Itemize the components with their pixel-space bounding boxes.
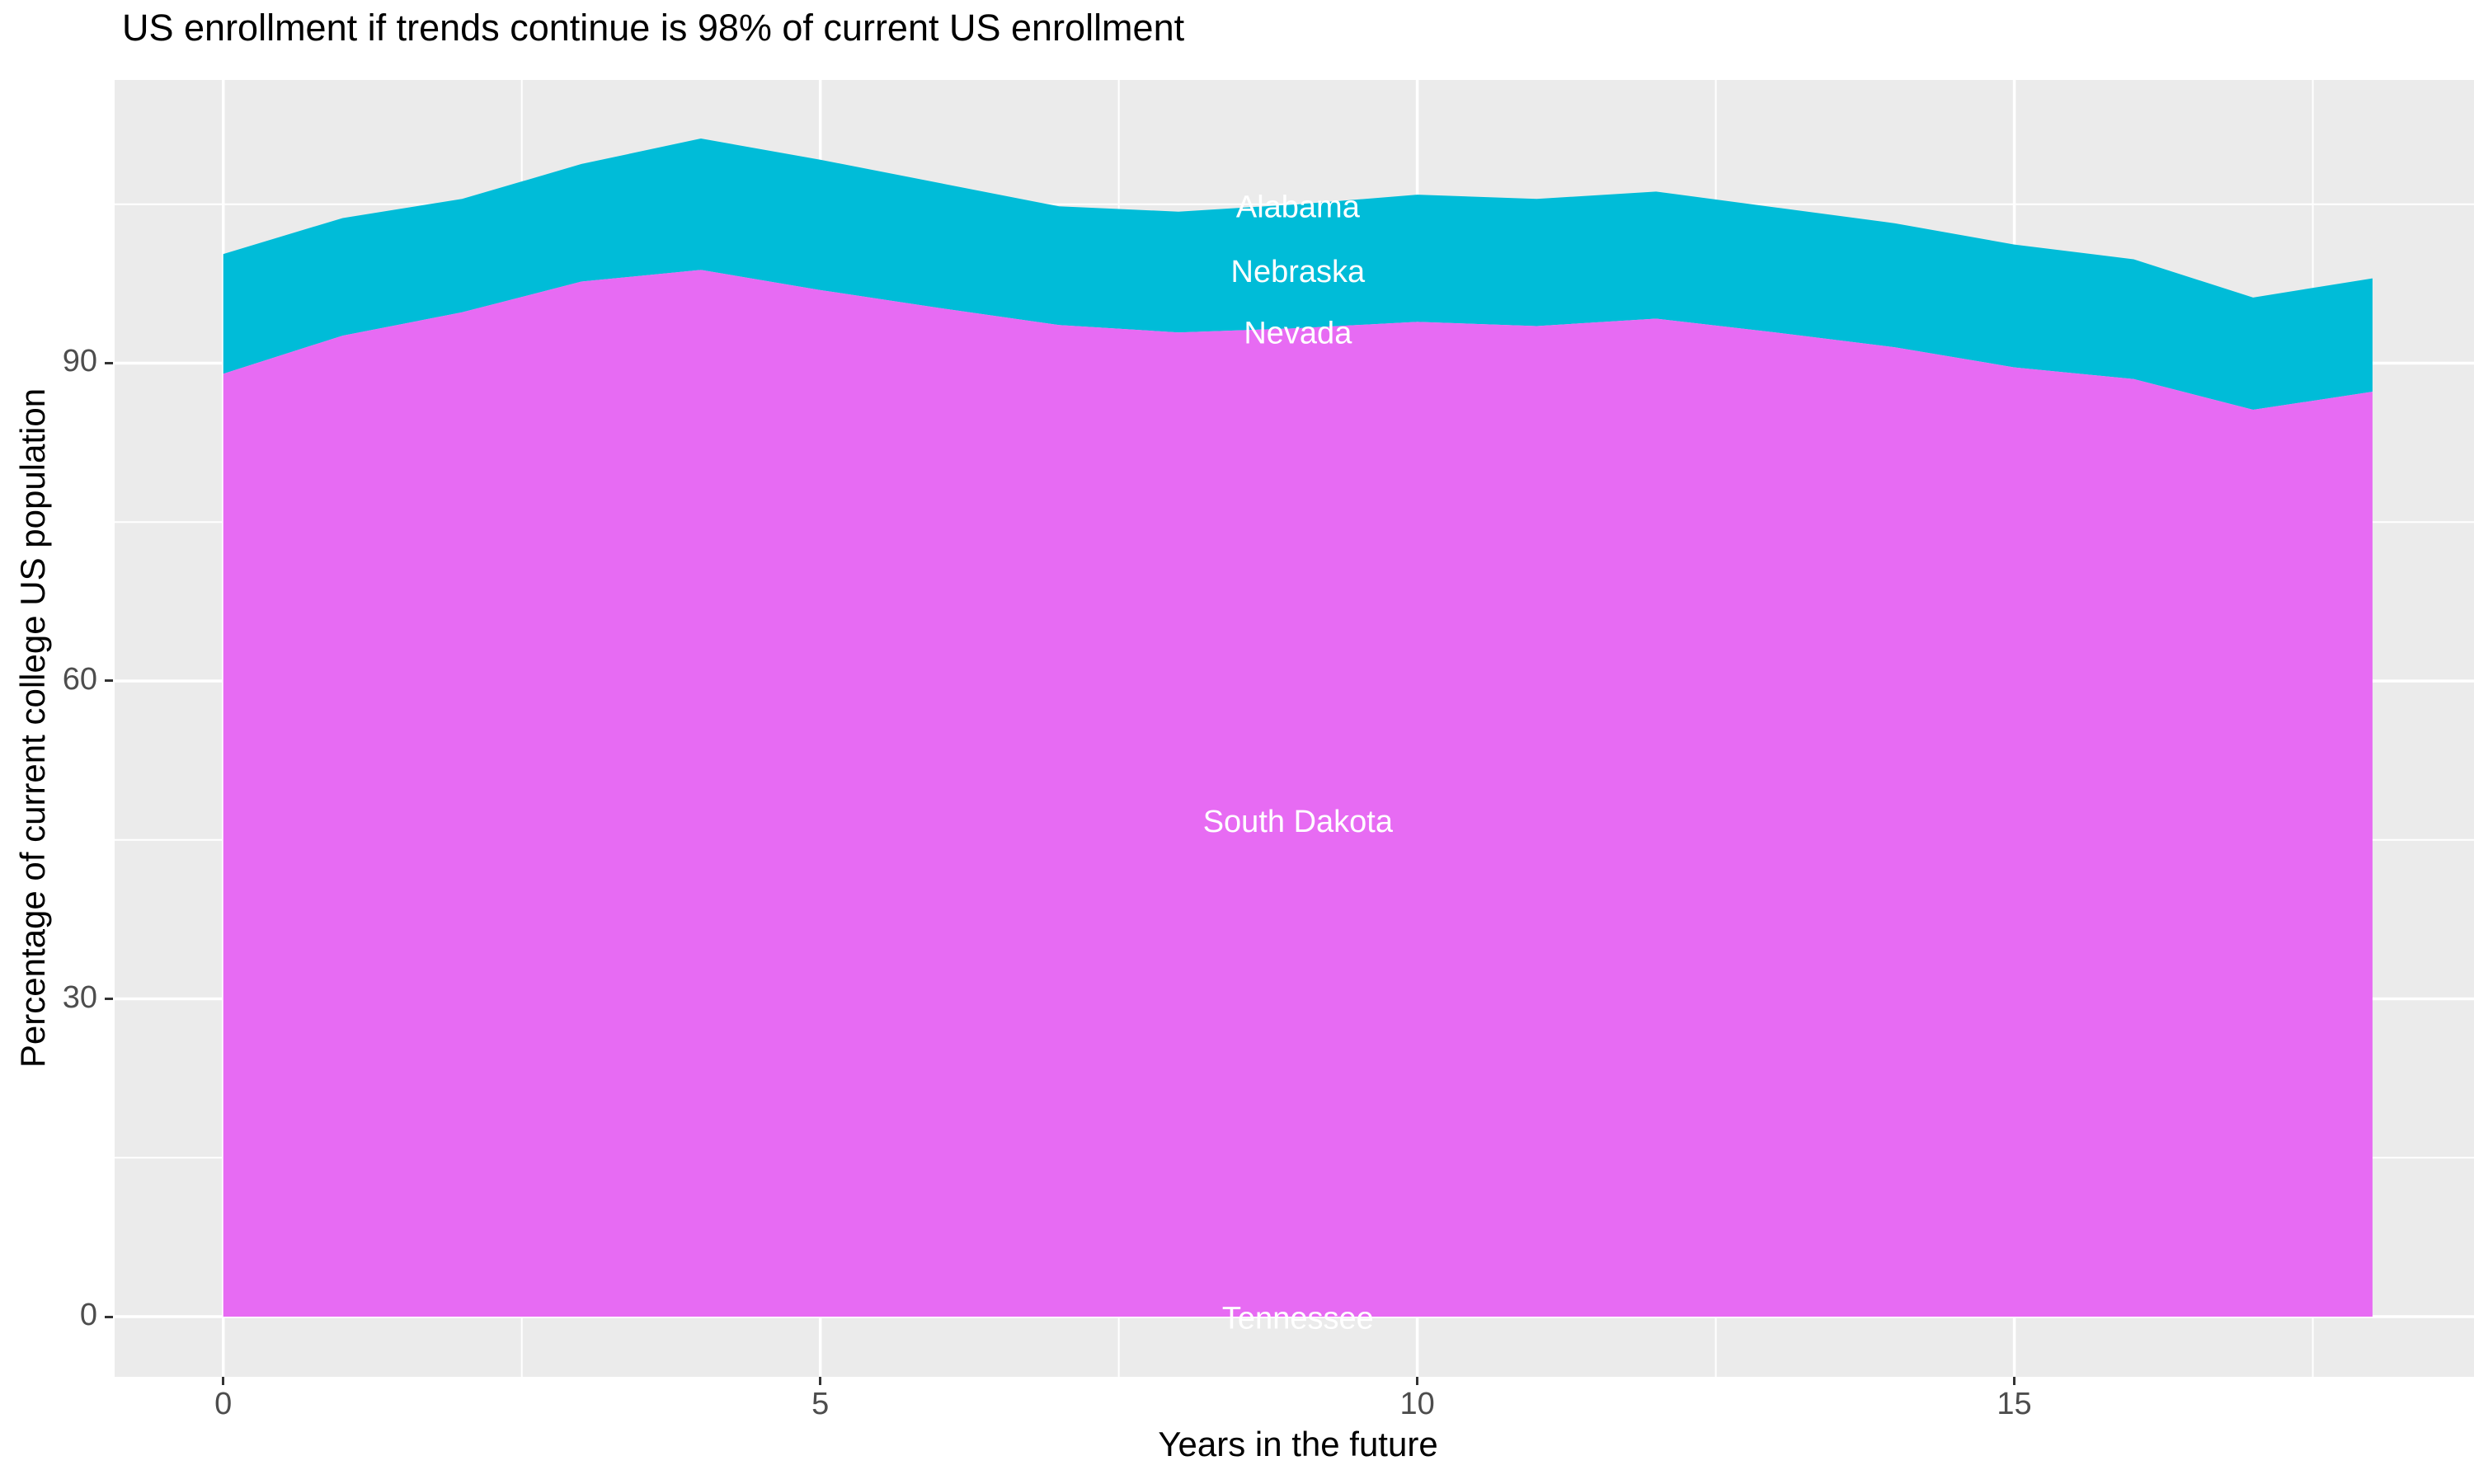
x-tick-label: 5: [811, 1387, 830, 1421]
x-tick-label: 15: [1997, 1387, 2032, 1421]
y-tick-label: 0: [79, 1298, 97, 1332]
y-tick-mark: [105, 679, 113, 683]
y-axis-title: Percentage of current college US populat…: [13, 387, 52, 1068]
state-label: Nebraska: [1231, 255, 1366, 289]
state-label: Alabama: [1236, 190, 1361, 225]
area-chart: Alabama Nebraska Nevada South Dakota Tenness…: [115, 80, 2474, 1377]
y-tick-mark: [105, 361, 113, 364]
area-series-0: [223, 139, 2373, 411]
state-label: South Dakota: [1203, 805, 1394, 839]
y-tick-mark: [105, 998, 113, 1000]
y-tick-label: 60: [62, 661, 97, 697]
x-tick-label: 0: [214, 1387, 233, 1421]
x-tick-mark: [2013, 1377, 2016, 1385]
area-series-1: [223, 270, 2373, 1317]
x-tick-mark: [819, 1377, 822, 1385]
plot-panel: Alabama Nebraska Nevada South Dakota Tenness…: [115, 80, 2474, 1377]
state-label: Tennessee: [1222, 1302, 1374, 1336]
y-tick-label: 30: [62, 979, 97, 1015]
state-label: Nevada: [1244, 317, 1352, 351]
chart-title: US enrollment if trends continue is 98% …: [122, 7, 1185, 49]
x-tick-mark: [222, 1377, 225, 1385]
y-tick-mark: [105, 1315, 113, 1318]
x-tick-label: 10: [1399, 1387, 1435, 1421]
x-tick-mark: [1416, 1377, 1419, 1385]
y-tick-label: 90: [62, 344, 97, 379]
x-axis-title: Years in the future: [1158, 1425, 1438, 1463]
